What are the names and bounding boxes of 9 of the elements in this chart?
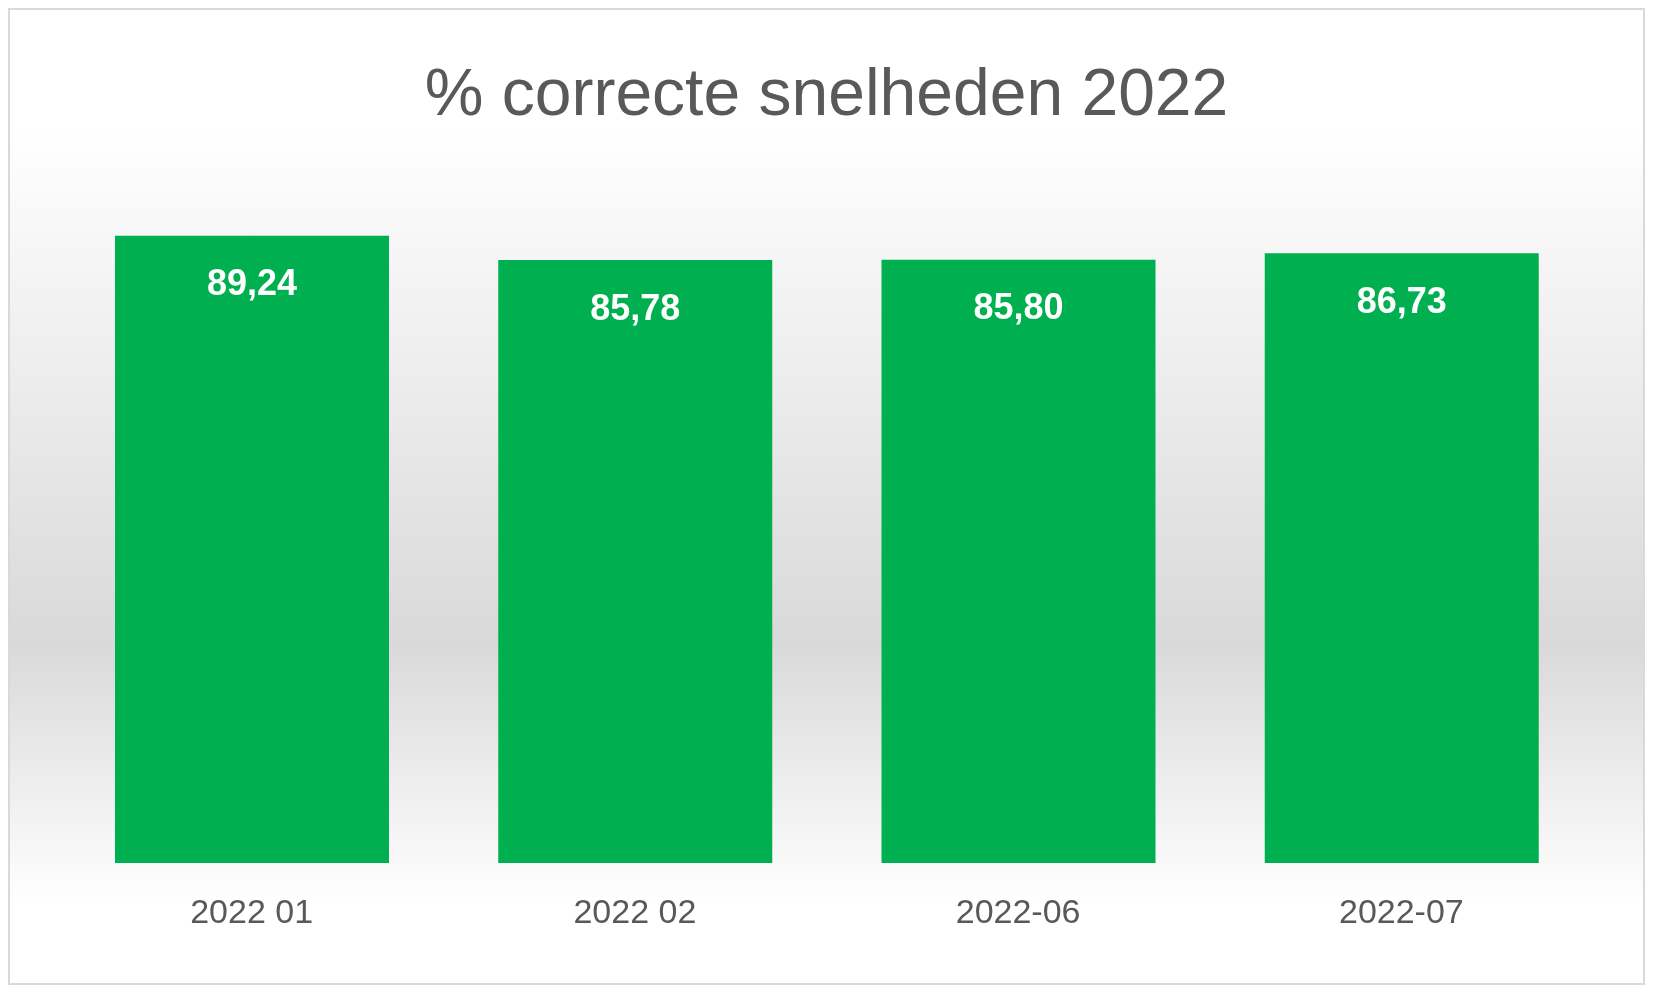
- x-tick-label: 2022-07: [1338, 892, 1464, 931]
- data-label: 85,80: [973, 286, 1064, 328]
- x-tick-label: 2022 02: [573, 892, 697, 931]
- data-label: 89,24: [206, 262, 298, 304]
- x-tick-label: 2022 01: [190, 892, 314, 931]
- data-label: 85,78: [590, 286, 681, 328]
- data-label: 86,73: [1356, 279, 1447, 321]
- x-tick-label: 2022-06: [955, 892, 1081, 931]
- chart-title: % correcte snelheden 2022: [423, 54, 1230, 130]
